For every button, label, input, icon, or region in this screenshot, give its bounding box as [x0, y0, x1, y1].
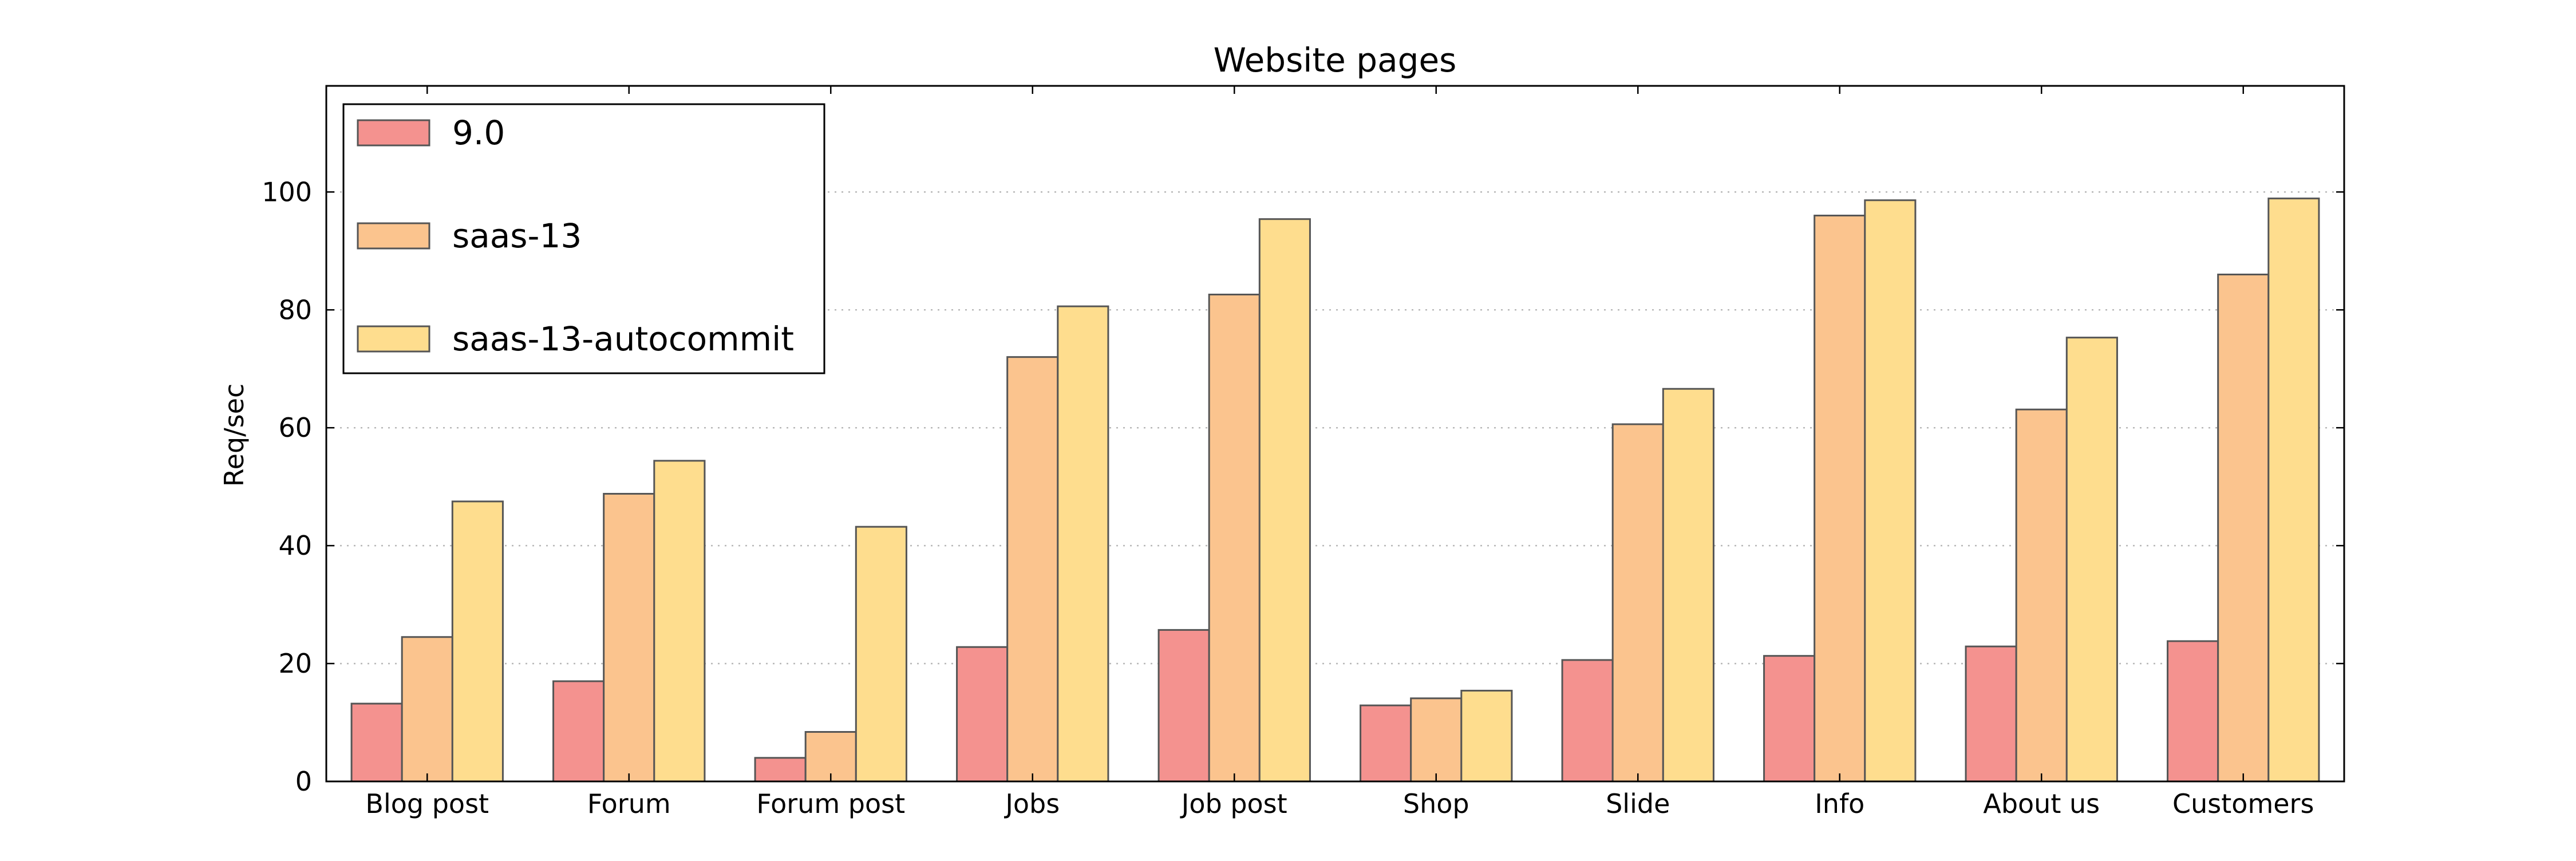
bar-saas-13: [401, 636, 453, 783]
bar-9-0: [754, 757, 807, 783]
y-axis-label: Req/sec: [219, 384, 250, 487]
bar-saas-13-autocommit: [1662, 388, 1714, 783]
bar-saas-13-autocommit: [653, 460, 706, 783]
bar-saas-13: [2217, 273, 2270, 783]
legend: 9.0 saas-13 saas-13-autocommit: [342, 103, 825, 374]
bar-9-0: [1360, 704, 1412, 783]
bars: [350, 198, 2320, 783]
bar-9-0: [1965, 645, 2017, 783]
y-tick-label: 40: [278, 530, 312, 561]
bar-saas-13-autocommit: [855, 526, 907, 783]
x-tick-label: Blog post: [365, 788, 489, 819]
y-tick-label: 0: [295, 766, 312, 797]
x-tick-label: Slide: [1606, 788, 1670, 819]
bar-saas-13: [1006, 356, 1059, 783]
bar-saas-13: [2015, 408, 2068, 783]
bar-9-0: [350, 702, 403, 783]
bar-saas-13: [1611, 423, 1664, 783]
bar-9-0: [1561, 659, 1614, 783]
y-tick-label: 60: [278, 412, 312, 443]
y-tick-label: 80: [278, 294, 312, 325]
bar-saas-13: [804, 731, 857, 783]
bar-9-0: [552, 680, 605, 783]
bar-9-0: [956, 646, 1009, 783]
legend-swatch: [357, 222, 430, 250]
bar-saas-13: [1814, 215, 1866, 783]
legend-swatch: [357, 325, 430, 353]
plot-frame: [325, 85, 2345, 783]
chart-title: Website pages: [1214, 41, 1457, 80]
x-tick-label: Jobs: [1003, 788, 1060, 819]
x-tick-label: Info: [1815, 788, 1864, 819]
bar-saas-13-autocommit: [451, 500, 504, 783]
bar-9-0: [1157, 629, 1210, 783]
bar-9-0: [1763, 655, 1816, 783]
bar-saas-13-autocommit: [2267, 198, 2320, 783]
bar-saas-13-autocommit: [1258, 218, 1311, 783]
x-tick-label: Job post: [1180, 788, 1287, 819]
legend-entry: saas-13: [452, 216, 582, 255]
bar-saas-13: [603, 493, 655, 783]
legend-entry: 9.0: [452, 113, 505, 152]
x-tick-label: Shop: [1403, 788, 1469, 819]
y-tick-label: 100: [262, 176, 312, 207]
y-tick-label: 20: [278, 648, 312, 679]
x-tick-label: Customers: [2172, 788, 2314, 819]
bar-saas-13-autocommit: [1460, 689, 1513, 783]
x-tick-label: About us: [1983, 788, 2100, 819]
bar-saas-13-autocommit: [1057, 305, 1109, 783]
bar-9-0: [2167, 640, 2219, 783]
x-tick-label: Forum post: [756, 788, 905, 819]
bar-saas-13-autocommit: [1864, 199, 1917, 783]
bar-saas-13-autocommit: [2065, 337, 2118, 783]
x-tick-label: Forum: [587, 788, 671, 819]
legend-entry: saas-13-autocommit: [452, 319, 794, 358]
legend-swatch: [357, 119, 430, 147]
bar-saas-13: [1208, 294, 1261, 783]
axis-ticks: 0 20 40 60 80 100 Blog post Forum Forum post Jobs…: [262, 86, 2344, 819]
bar-saas-13: [1410, 697, 1463, 783]
